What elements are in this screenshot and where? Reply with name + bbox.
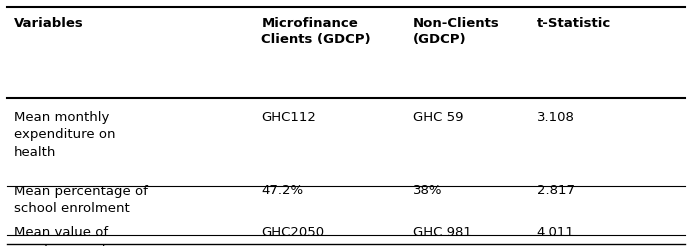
- Text: 47.2%: 47.2%: [261, 184, 303, 198]
- Text: t-Statistic: t-Statistic: [537, 17, 611, 30]
- Text: Mean percentage of
school enrolment: Mean percentage of school enrolment: [14, 184, 148, 215]
- Text: Non-Clients
(GDCP): Non-Clients (GDCP): [413, 17, 499, 46]
- Text: GHC 59: GHC 59: [413, 111, 463, 124]
- Text: Microfinance
Clients (GDCP): Microfinance Clients (GDCP): [261, 17, 371, 46]
- Text: Mean value of
asset ownership: Mean value of asset ownership: [14, 226, 122, 246]
- Text: GHC2050: GHC2050: [261, 226, 325, 239]
- Text: Variables: Variables: [14, 17, 83, 30]
- Text: GHC112: GHC112: [261, 111, 316, 124]
- Text: 38%: 38%: [413, 184, 442, 198]
- Text: GHC 981: GHC 981: [413, 226, 472, 239]
- Text: 2.817: 2.817: [537, 184, 574, 198]
- Text: 3.108: 3.108: [537, 111, 574, 124]
- Text: Mean monthly
expenditure on
health: Mean monthly expenditure on health: [14, 111, 116, 159]
- Text: 4.011: 4.011: [537, 226, 574, 239]
